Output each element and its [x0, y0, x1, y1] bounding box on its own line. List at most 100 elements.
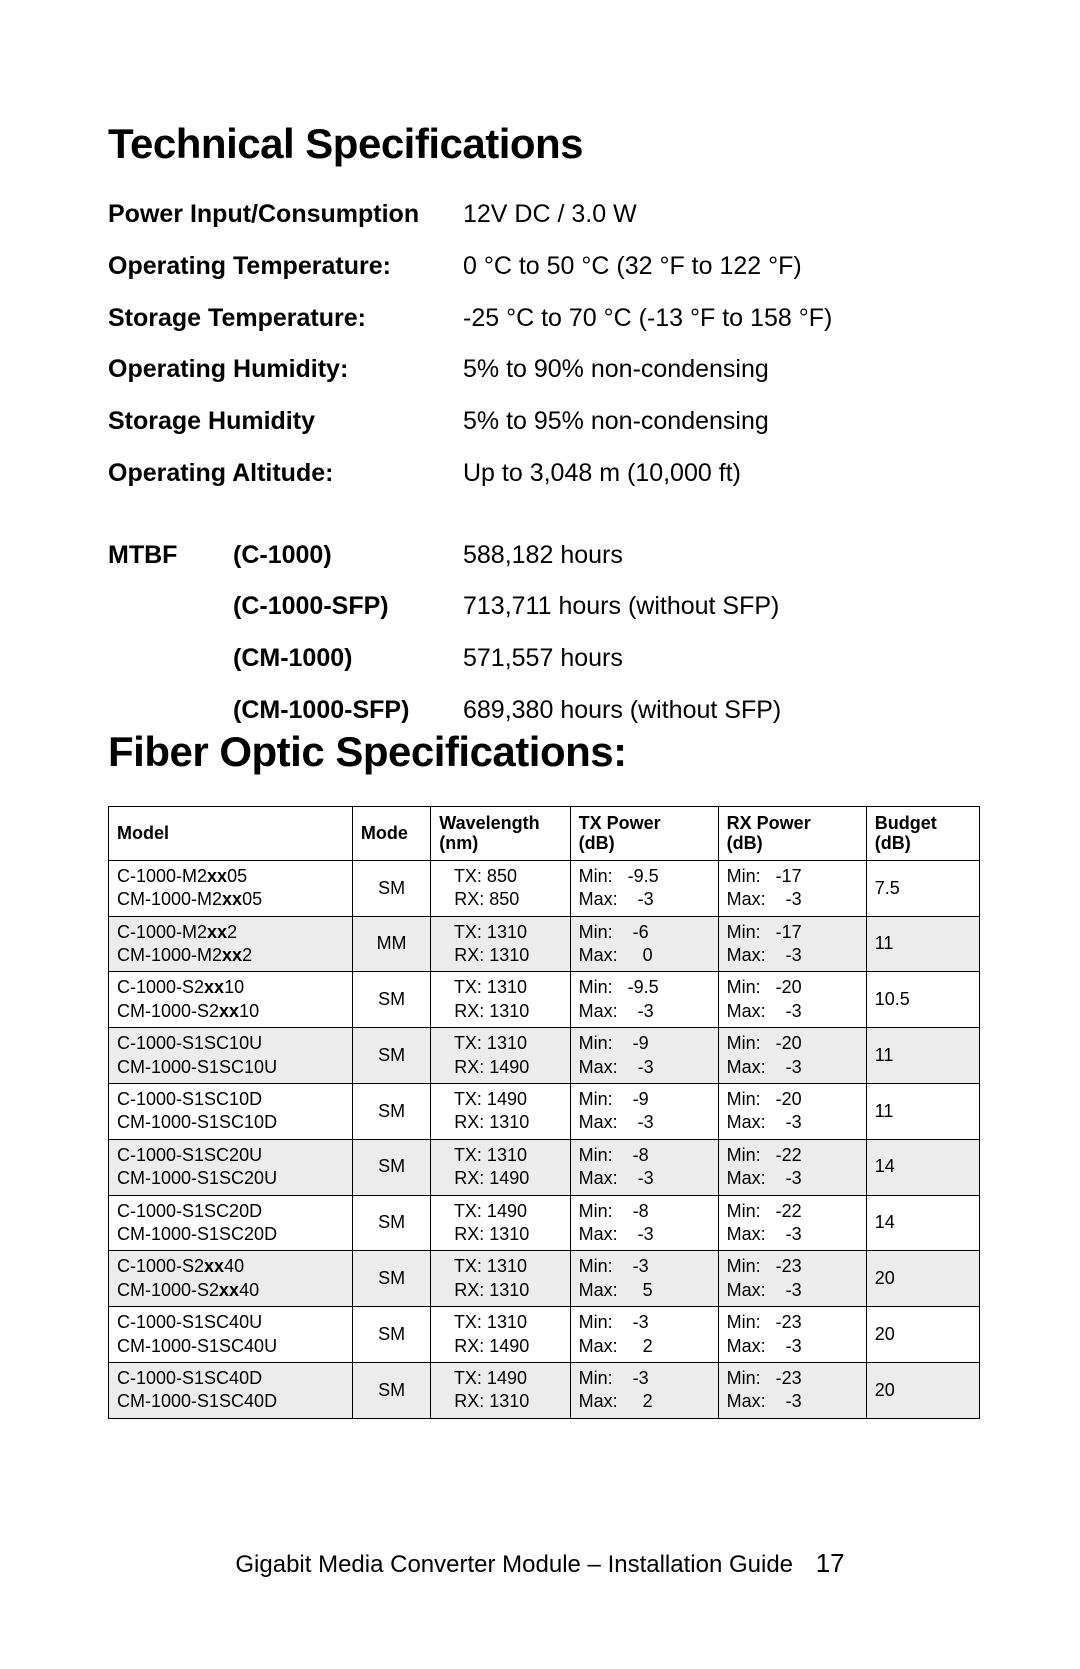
- tech-spec-label: Operating Humidity:: [108, 353, 463, 387]
- cell-tx-power: Min: -9 Max: -3: [570, 1028, 718, 1084]
- cell-mode: SM: [352, 1195, 430, 1251]
- tech-spec-value: -25 °C to 70 °C (-13 °F to 158 °F): [463, 302, 980, 336]
- cell-wavelength: TX: 850 RX: 850: [431, 860, 570, 916]
- tech-spec-label: Operating Temperature:: [108, 250, 463, 284]
- cell-wavelength: TX: 1310 RX: 1310: [431, 972, 570, 1028]
- tech-spec-label: Storage Humidity: [108, 405, 463, 439]
- cell-wavelength: TX: 1310 RX: 1490: [431, 1028, 570, 1084]
- cell-rx-power: Min: -20 Max: -3: [718, 1028, 866, 1084]
- cell-model: C-1000-S1SC10DCM-1000-S1SC10D: [109, 1084, 353, 1140]
- table-row: C-1000-S1SC10UCM-1000-S1SC10USM TX: 1310…: [109, 1028, 980, 1084]
- cell-tx-power: Min: -9 Max: -3: [570, 1084, 718, 1140]
- cell-model: C-1000-S1SC40UCM-1000-S1SC40U: [109, 1307, 353, 1363]
- cell-model: C-1000-S2xx40CM-1000-S2xx40: [109, 1251, 353, 1307]
- fiber-col-header: Model: [109, 806, 353, 860]
- cell-tx-power: Min: -9.5 Max: -3: [570, 860, 718, 916]
- tech-spec-heading: Technical Specifications: [108, 120, 980, 168]
- cell-mode: MM: [352, 916, 430, 972]
- cell-budget: 10.5: [866, 972, 979, 1028]
- page: Technical Specifications Power Input/Con…: [0, 0, 1080, 1669]
- tech-spec-grid: Power Input/Consumption12V DC / 3.0 WOpe…: [108, 198, 980, 491]
- cell-mode: SM: [352, 1362, 430, 1418]
- table-row: C-1000-S1SC40UCM-1000-S1SC40USM TX: 1310…: [109, 1307, 980, 1363]
- cell-rx-power: Min: -23 Max: -3: [718, 1307, 866, 1363]
- table-row: C-1000-M2xx2CM-1000-M2xx2MM TX: 1310 RX:…: [109, 916, 980, 972]
- cell-rx-power: Min: -20 Max: -3: [718, 1084, 866, 1140]
- tech-spec-label: Operating Altitude:: [108, 457, 463, 491]
- fiber-table-header-row: ModelModeWavelength (nm)TX Power (dB)RX …: [109, 806, 980, 860]
- tech-spec-value: 0 °C to 50 °C (32 °F to 122 °F): [463, 250, 980, 284]
- cell-budget: 20: [866, 1362, 979, 1418]
- cell-tx-power: Min: -8 Max: -3: [570, 1195, 718, 1251]
- table-row: C-1000-S1SC40DCM-1000-S1SC40DSM TX: 1490…: [109, 1362, 980, 1418]
- footer-text: Gigabit Media Converter Module – Install…: [235, 1551, 793, 1578]
- mtbf-label: [108, 642, 233, 676]
- cell-tx-power: Min: -9.5 Max: -3: [570, 972, 718, 1028]
- table-row: C-1000-S2xx40CM-1000-S2xx40SM TX: 1310 R…: [109, 1251, 980, 1307]
- mtbf-label: MTBF: [108, 539, 233, 573]
- fiber-col-header: Wavelength (nm): [431, 806, 570, 860]
- cell-budget: 20: [866, 1307, 979, 1363]
- cell-mode: SM: [352, 1307, 430, 1363]
- cell-model: C-1000-M2xx05CM-1000-M2xx05: [109, 860, 353, 916]
- cell-wavelength: TX: 1310 RX: 1310: [431, 1251, 570, 1307]
- table-row: C-1000-S1SC20DCM-1000-S1SC20DSM TX: 1490…: [109, 1195, 980, 1251]
- cell-tx-power: Min: -3 Max: 5: [570, 1251, 718, 1307]
- page-number: 17: [816, 1548, 845, 1578]
- cell-model: C-1000-S1SC40DCM-1000-S1SC40D: [109, 1362, 353, 1418]
- tech-spec-value: Up to 3,048 m (10,000 ft): [463, 457, 980, 491]
- mtbf-value: 713,711 hours (without SFP): [463, 590, 980, 624]
- cell-mode: SM: [352, 1028, 430, 1084]
- cell-wavelength: TX: 1310 RX: 1310: [431, 916, 570, 972]
- cell-mode: SM: [352, 1251, 430, 1307]
- cell-model: C-1000-M2xx2CM-1000-M2xx2: [109, 916, 353, 972]
- cell-budget: 14: [866, 1195, 979, 1251]
- cell-budget: 14: [866, 1139, 979, 1195]
- tech-spec-value: 5% to 95% non-condensing: [463, 405, 980, 439]
- fiber-col-header: Mode: [352, 806, 430, 860]
- mtbf-model: (C-1000): [233, 539, 463, 573]
- cell-rx-power: Min: -17 Max: -3: [718, 860, 866, 916]
- cell-budget: 11: [866, 916, 979, 972]
- cell-rx-power: Min: -22 Max: -3: [718, 1139, 866, 1195]
- mtbf-model: (CM-1000-SFP): [233, 694, 463, 728]
- cell-tx-power: Min: -3 Max: 2: [570, 1362, 718, 1418]
- cell-model: C-1000-S1SC20UCM-1000-S1SC20U: [109, 1139, 353, 1195]
- mtbf-model: (C-1000-SFP): [233, 590, 463, 624]
- mtbf-grid: MTBF(C-1000)588,182 hours(C-1000-SFP)713…: [108, 539, 980, 728]
- cell-mode: SM: [352, 1084, 430, 1140]
- table-row: C-1000-S2xx10CM-1000-S2xx10SM TX: 1310 R…: [109, 972, 980, 1028]
- cell-budget: 11: [866, 1028, 979, 1084]
- cell-budget: 11: [866, 1084, 979, 1140]
- tech-spec-value: 12V DC / 3.0 W: [463, 198, 980, 232]
- table-row: C-1000-M2xx05CM-1000-M2xx05SM TX: 850 RX…: [109, 860, 980, 916]
- cell-tx-power: Min: -8 Max: -3: [570, 1139, 718, 1195]
- cell-mode: SM: [352, 972, 430, 1028]
- tech-spec-label: Power Input/Consumption: [108, 198, 463, 232]
- fiber-table-body: C-1000-M2xx05CM-1000-M2xx05SM TX: 850 RX…: [109, 860, 980, 1418]
- cell-model: C-1000-S1SC20DCM-1000-S1SC20D: [109, 1195, 353, 1251]
- cell-mode: SM: [352, 1139, 430, 1195]
- cell-rx-power: Min: -20 Max: -3: [718, 972, 866, 1028]
- fiber-spec-heading: Fiber Optic Specifications:: [108, 728, 980, 776]
- fiber-col-header: Budget (dB): [866, 806, 979, 860]
- cell-wavelength: TX: 1310 RX: 1490: [431, 1307, 570, 1363]
- mtbf-value: 571,557 hours: [463, 642, 980, 676]
- cell-model: C-1000-S2xx10CM-1000-S2xx10: [109, 972, 353, 1028]
- cell-rx-power: Min: -23 Max: -3: [718, 1251, 866, 1307]
- mtbf-model: (CM-1000): [233, 642, 463, 676]
- cell-wavelength: TX: 1310 RX: 1490: [431, 1139, 570, 1195]
- cell-wavelength: TX: 1490 RX: 1310: [431, 1195, 570, 1251]
- cell-mode: SM: [352, 860, 430, 916]
- cell-model: C-1000-S1SC10UCM-1000-S1SC10U: [109, 1028, 353, 1084]
- cell-budget: 7.5: [866, 860, 979, 916]
- mtbf-value: 689,380 hours (without SFP): [463, 694, 980, 728]
- mtbf-label: [108, 694, 233, 728]
- cell-wavelength: TX: 1490 RX: 1310: [431, 1362, 570, 1418]
- tech-spec-value: 5% to 90% non-condensing: [463, 353, 980, 387]
- cell-tx-power: Min: -6 Max: 0: [570, 916, 718, 972]
- fiber-table: ModelModeWavelength (nm)TX Power (dB)RX …: [108, 806, 980, 1419]
- cell-wavelength: TX: 1490 RX: 1310: [431, 1084, 570, 1140]
- mtbf-value: 588,182 hours: [463, 539, 980, 573]
- mtbf-label: [108, 590, 233, 624]
